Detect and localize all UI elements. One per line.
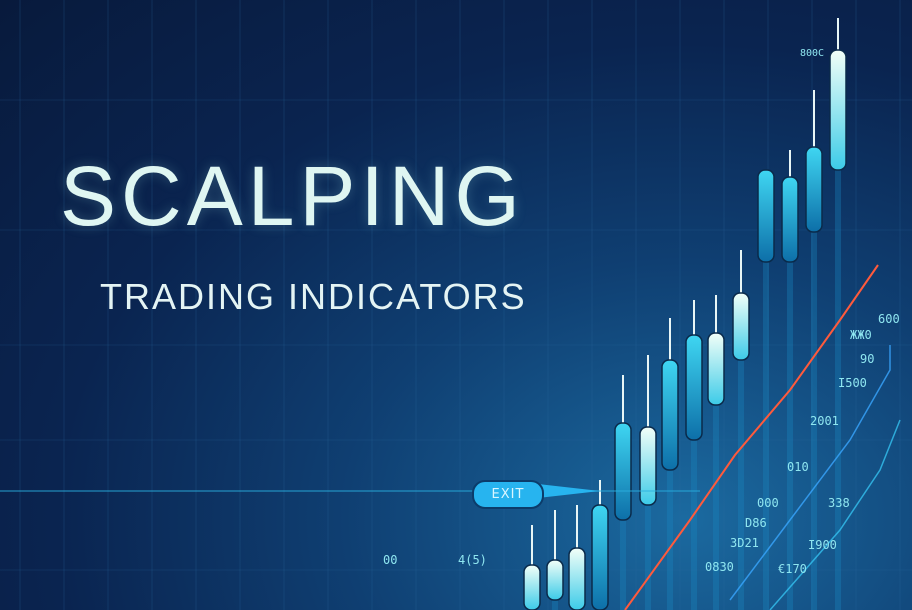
candle: [568, 505, 586, 610]
candle: [805, 90, 823, 610]
price-label: D86: [745, 516, 767, 530]
price-label: 600: [878, 312, 900, 326]
indicator-line-1: [729, 345, 891, 601]
price-label: 90: [860, 352, 875, 366]
exit-pointer: [538, 484, 600, 498]
price-label: 338: [828, 496, 850, 510]
price-label: ЖЖ0: [850, 328, 872, 342]
subtitle: TRADING INDICATORS: [100, 276, 527, 317]
price-label: I500: [838, 376, 867, 390]
candle: [546, 510, 564, 610]
candles: [523, 18, 847, 610]
candle: [614, 375, 632, 610]
candle: [661, 318, 679, 610]
candle: [685, 300, 703, 610]
price-label: 000: [757, 496, 779, 510]
indicator-line-2: [769, 419, 901, 610]
page-title: SCALPING: [60, 149, 525, 243]
candle: [781, 150, 799, 610]
price-label: 010: [787, 460, 809, 474]
candle: [757, 169, 775, 610]
exit-badge: EXIT: [472, 480, 544, 509]
price-label: 2001: [810, 414, 839, 428]
candle: [523, 525, 541, 610]
candle: [732, 250, 750, 610]
candle: [707, 295, 725, 610]
candle: [829, 18, 847, 610]
trend-line: [624, 264, 879, 610]
price-label: I900: [808, 538, 837, 552]
candle: [639, 355, 657, 610]
price-label: €170: [778, 562, 807, 576]
price-label: 3D21: [730, 536, 759, 550]
price-label: 0830: [705, 560, 734, 574]
candle: [591, 480, 609, 610]
price-label: 00: [383, 553, 398, 567]
price-label: 4(5): [458, 553, 487, 567]
price-label: 800C: [800, 48, 825, 59]
